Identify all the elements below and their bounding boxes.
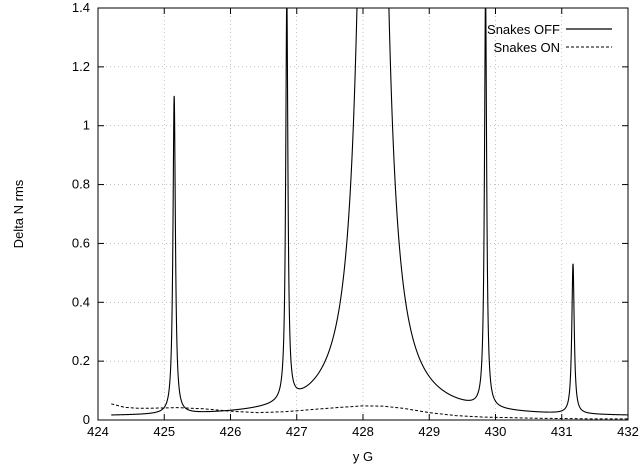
plot-frame (97, 7, 629, 421)
ticks: 424 425 426 427 428 429 430 431 432 0 0.2 0.4 0.6 0.8… (72, 0, 639, 439)
legend-label-snakes-on: Snakes ON (494, 40, 560, 55)
series-group (111, 8, 628, 420)
x-tick-label: 432 (617, 424, 639, 439)
x-tick-label: 428 (352, 424, 374, 439)
y-tick-label: 0.4 (72, 294, 90, 309)
x-tick-label: 425 (153, 424, 175, 439)
x-tick-label: 424 (87, 424, 109, 439)
y-tick-label: 0.2 (72, 353, 90, 368)
y-tick-label: 0.8 (72, 177, 90, 192)
x-tick-label: 430 (485, 424, 507, 439)
x-tick-label: 431 (551, 424, 573, 439)
y-axis-label: Delta N rms (11, 179, 26, 248)
y-tick-label: 0.6 (72, 235, 90, 250)
grid (98, 8, 628, 420)
series-line-snakes-on (111, 403, 628, 420)
x-tick-label: 427 (286, 424, 308, 439)
y-tick-label: 1.2 (72, 59, 90, 74)
x-axis-label: y G (353, 449, 373, 464)
legend: Snakes OFF Snakes ON (487, 22, 612, 55)
series-line-snakes-off (111, 8, 628, 416)
x-tick-label: 429 (418, 424, 440, 439)
y-tick-label: 1 (83, 118, 90, 133)
y-tick-label: 1.4 (72, 0, 90, 15)
y-tick-label: 0 (83, 412, 90, 427)
legend-label-snakes-off: Snakes OFF (487, 22, 560, 37)
x-tick-label: 426 (220, 424, 242, 439)
